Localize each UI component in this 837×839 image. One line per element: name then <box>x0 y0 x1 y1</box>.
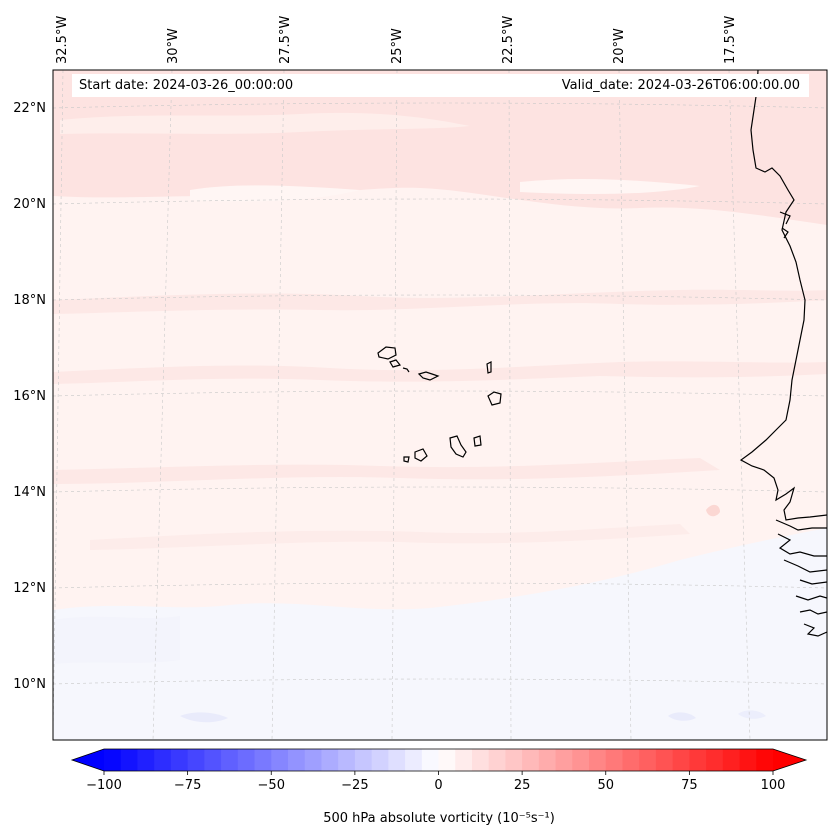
lon-label: 20°W <box>612 28 627 64</box>
colorbar-cell <box>287 749 306 771</box>
sao-vicente-island <box>389 359 402 368</box>
colorbar-cell <box>338 749 356 771</box>
colorbar-tick-label: 75 <box>681 778 698 793</box>
coastlines <box>377 70 827 637</box>
vorticity-field <box>53 70 827 740</box>
lat-label: 16°N <box>13 389 46 404</box>
maio-island <box>473 435 482 447</box>
colorbar-tick-label: 0 <box>434 778 442 793</box>
date-strip <box>72 74 809 97</box>
colorbar-extend-max <box>773 749 806 771</box>
colorbar-cell <box>187 749 205 771</box>
colorbar-cell <box>438 749 456 771</box>
colorbar-cell <box>538 749 557 771</box>
colorbar-cell <box>321 749 339 771</box>
lat-label: 12°N <box>13 581 46 596</box>
colorbar-cell <box>137 749 155 771</box>
colorbar-label: 500 hPa absolute vorticity (10⁻⁵s⁻¹) <box>323 811 555 826</box>
colorbar-cells <box>104 749 774 771</box>
colorbar-cell <box>221 749 239 771</box>
map-frame <box>52 69 828 741</box>
start-date-label: Start date: 2024-03-26_00:00:00 <box>79 78 294 93</box>
lat-label: 14°N <box>13 485 46 500</box>
longitude-labels: 32.5°W 30°W 27.5°W 25°W 22.5°W 20°W 17.5… <box>55 16 738 64</box>
colorbar-cell <box>522 749 540 771</box>
lat-label: 18°N <box>13 293 46 308</box>
lon-label: 27.5°W <box>278 16 293 64</box>
colorbar-cell <box>237 749 256 771</box>
latitude-labels: 22°N 20°N 18°N 16°N 14°N 12°N 10°N <box>13 101 46 692</box>
colorbar-cell <box>170 749 189 771</box>
gambia-coastline <box>775 519 827 637</box>
gridlines <box>53 70 827 740</box>
colorbar-cell <box>488 749 506 771</box>
africa-coastline <box>739 70 827 521</box>
lon-label: 22.5°W <box>501 16 516 64</box>
colorbar-cell <box>756 749 774 771</box>
santo-antao-island <box>377 346 397 360</box>
brava-island <box>403 456 410 463</box>
colorbar-tick-label: 50 <box>597 778 614 793</box>
colorbar-cell <box>455 749 473 771</box>
lat-label: 22°N <box>13 101 46 116</box>
lat-label: 10°N <box>13 677 46 692</box>
lon-label: 32.5°W <box>55 16 70 64</box>
colorbar-cell <box>572 749 590 771</box>
colorbar-cell <box>254 749 272 771</box>
colorbar-cell <box>672 749 690 771</box>
colorbar-cell <box>271 749 289 771</box>
colorbar-cell <box>622 749 640 771</box>
colorbar-cell <box>421 749 440 771</box>
colorbar-ticks: −100 −75 −50 −25 0 25 50 75 100 <box>86 771 785 793</box>
colorbar-cell <box>388 749 406 771</box>
colorbar-cell <box>104 749 122 771</box>
lon-label: 17.5°W <box>723 16 738 64</box>
boa-vista-island <box>487 391 502 406</box>
fogo-island <box>414 448 428 462</box>
vorticity-band-south <box>53 528 827 740</box>
lon-label: 25°W <box>390 28 405 64</box>
colorbar-cell <box>689 749 707 771</box>
colorbar-extend-min <box>72 749 104 771</box>
colorbar-cell <box>739 749 757 771</box>
colorbar-cell <box>722 749 741 771</box>
colorbar-tick-label: −100 <box>86 778 122 793</box>
colorbar-tick-label: −75 <box>174 778 201 793</box>
colorbar-cell <box>471 749 490 771</box>
colorbar-cell <box>589 749 607 771</box>
colorbar-cell <box>505 749 523 771</box>
colorbar-cell <box>204 749 222 771</box>
colorbar-cell <box>639 749 657 771</box>
colorbar: −100 −75 −50 −25 0 25 50 75 100 500 hPa absolute… <box>70 748 808 826</box>
colorbar-cell <box>354 749 373 771</box>
colorbar-cell <box>154 749 172 771</box>
colorbar-tick-label: −25 <box>341 778 368 793</box>
colorbar-tick-label: −50 <box>258 778 285 793</box>
sal-island <box>486 361 492 374</box>
colorbar-cell <box>706 749 724 771</box>
sao-nicolau-island <box>417 371 440 381</box>
colorbar-cell <box>555 749 573 771</box>
colorbar-tick-label: 25 <box>514 778 531 793</box>
colorbar-cell <box>120 749 138 771</box>
valid-date-label: Valid_date: 2024-03-26T06:00:00.00 <box>561 78 800 93</box>
santa-luzia-island <box>402 367 410 373</box>
lon-label: 30°W <box>166 28 181 64</box>
santiago-island <box>449 435 467 458</box>
colorbar-cell <box>405 749 423 771</box>
colorbar-tick-label: 100 <box>761 778 786 793</box>
colorbar-cell <box>655 749 674 771</box>
lat-label: 20°N <box>13 197 46 212</box>
colorbar-cell <box>371 749 389 771</box>
colorbar-cell <box>605 749 623 771</box>
vorticity-patch-blue <box>180 712 228 723</box>
colorbar-cell <box>304 749 322 771</box>
